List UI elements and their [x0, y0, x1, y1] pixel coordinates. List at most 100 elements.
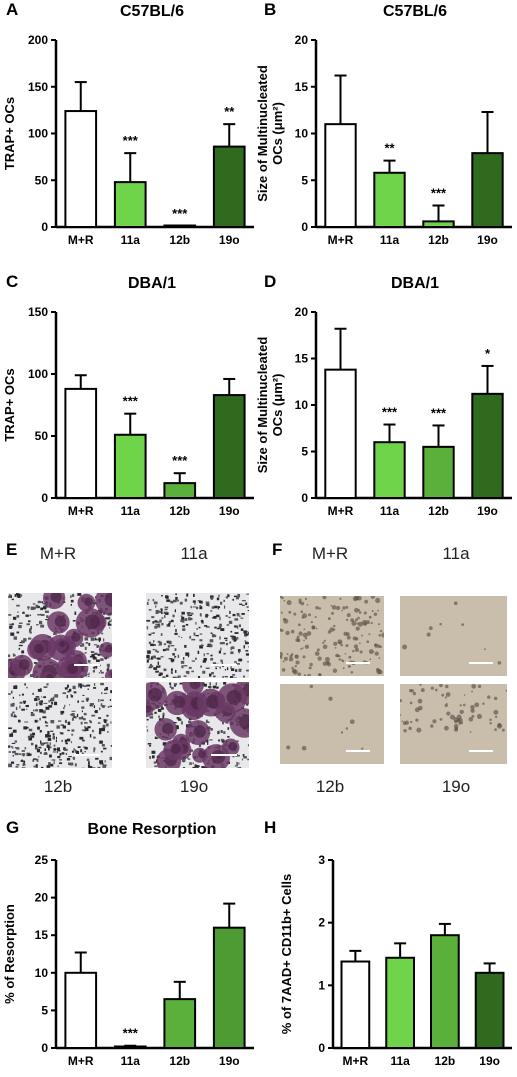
x-tick-label: 19o — [477, 504, 498, 518]
x-tick-label: 19o — [479, 1054, 500, 1068]
x-tick-label: 11a — [121, 233, 141, 247]
panel-label-h: H — [264, 818, 276, 837]
panel-label-b: B — [264, 0, 276, 19]
micrograph-tile-f-12b — [280, 684, 384, 764]
image-caption-e-4: 19o — [180, 777, 208, 796]
micrograph-tile-e-11a — [146, 593, 249, 678]
x-tick-label: 11a — [380, 233, 400, 247]
x-tick-label: M+R — [68, 504, 94, 518]
chart-title: C57BL/6 — [383, 3, 447, 20]
bar-11a — [385, 956, 415, 1049]
bar-mr — [64, 971, 98, 1049]
panel-label-a: A — [6, 0, 18, 19]
bar-12b — [422, 445, 455, 500]
chart-panel-h: H % of 7AAD+ CD11b+ Cells 0 1 2 3 M+R 11a 12b 19o — [264, 818, 512, 1068]
y-axis-label: Size of MultinucleatedOCs (μm²) — [255, 337, 285, 474]
y-tick-label: 200 — [28, 33, 48, 47]
chart-panel-c: C DBA/1 TRAP+ OCs 0 50 100 150 M+R *** 11a *** 12b 1… — [2, 272, 254, 518]
micrograph-tile-f-mr — [280, 596, 384, 676]
x-tick-label: 12b — [428, 504, 449, 518]
y-axis-label: % of Resorption — [2, 904, 17, 1004]
chart-title: DBA/1 — [128, 275, 176, 292]
bar-19o — [212, 394, 246, 499]
y-tick-label: 5 — [301, 445, 308, 459]
micrograph-tile-f-19o — [400, 684, 507, 764]
y-axis-label: TRAP+ OCs — [2, 97, 17, 170]
significance-label: *** — [172, 453, 188, 468]
micrograph-tile-e-19o — [146, 682, 249, 768]
bar-12b — [163, 998, 197, 1049]
image-caption-f-1: M+R — [312, 544, 348, 563]
y-axis-label: Size of MultinucleatedOCs (μm²) — [255, 65, 285, 202]
y-tick-label: 0 — [41, 220, 48, 234]
image-caption-e-1: M+R — [40, 544, 76, 563]
significance-label: *** — [123, 133, 139, 148]
x-tick-label: 19o — [219, 233, 240, 247]
bar-11a — [373, 441, 406, 499]
y-tick-label: 15 — [35, 928, 49, 942]
y-axis-label: % of 7AAD+ CD11b+ Cells — [279, 874, 294, 1034]
significance-label: *** — [431, 185, 447, 200]
panel-label-f: F — [272, 540, 282, 559]
bar-12b — [163, 482, 197, 499]
chart-panel-g: G Bone Resorption % of Resorption 0 5 10 15 20 2… — [2, 818, 254, 1068]
y-tick-label: 0 — [41, 1041, 48, 1055]
significance-label: ** — [384, 141, 395, 156]
chart-panel-b: B C57BL/6 Size of MultinucleatedOCs (μm²) 0… — [255, 0, 512, 247]
y-tick-label: 25 — [35, 853, 49, 867]
y-tick-label: 15 — [295, 80, 309, 94]
bar-12b — [422, 220, 455, 228]
y-tick-label: 150 — [28, 80, 48, 94]
x-tick-label: 11a — [121, 1054, 141, 1068]
x-tick-label: 19o — [219, 1054, 240, 1068]
x-tick-label: 12b — [169, 1054, 190, 1068]
bar-19o — [212, 926, 246, 1049]
x-tick-label: 19o — [219, 504, 240, 518]
bar-11a — [373, 171, 406, 229]
y-tick-label: 10 — [35, 966, 49, 980]
x-tick-label: 12b — [169, 504, 190, 518]
panel-label-d: D — [264, 272, 276, 291]
y-tick-label: 1 — [318, 978, 325, 992]
bar-11a — [113, 433, 147, 499]
x-tick-label: 12b — [169, 233, 190, 247]
micrograph-tile-f-11a — [400, 596, 507, 676]
bar-mr — [340, 960, 371, 1050]
micrograph-panel-e: E M+R 11a 12b 19o — [6, 540, 249, 796]
significance-label: *** — [431, 405, 447, 420]
x-tick-label: 19o — [477, 233, 498, 247]
image-caption-f-2: 11a — [442, 544, 470, 563]
y-tick-label: 20 — [35, 891, 49, 905]
panel-label-g: G — [6, 818, 19, 837]
x-tick-label: 12b — [435, 1054, 456, 1068]
y-tick-label: 10 — [295, 127, 309, 141]
y-axis-label: TRAP+ OCs — [2, 368, 17, 441]
y-tick-label: 20 — [295, 33, 309, 47]
y-tick-label: 5 — [41, 1003, 48, 1017]
chart-title: DBA/1 — [391, 275, 439, 292]
significance-label: ** — [224, 104, 235, 119]
significance-label: *** — [382, 405, 398, 420]
y-tick-label: 150 — [28, 305, 48, 319]
y-tick-label: 2 — [318, 916, 325, 930]
micrograph-tile-e-mr — [8, 593, 112, 678]
significance-label: * — [485, 346, 491, 361]
x-tick-label: M+R — [328, 504, 354, 518]
y-tick-label: 50 — [35, 429, 49, 443]
bar-12b — [163, 224, 197, 228]
chart-panel-d: D DBA/1 Size of MultinucleatedOCs (μm²) 0 5 1… — [255, 272, 512, 518]
bar-mr — [324, 123, 357, 228]
bar-19o — [471, 152, 504, 228]
image-caption-e-2: 11a — [180, 544, 208, 563]
bar-19o — [471, 392, 504, 499]
x-tick-label: M+R — [68, 1054, 94, 1068]
image-caption-e-3: 12b — [44, 777, 72, 796]
y-tick-label: 100 — [28, 127, 48, 141]
y-tick-label: 0 — [41, 491, 48, 505]
bar-11a — [113, 181, 147, 228]
significance-label: *** — [172, 206, 188, 221]
y-tick-label: 3 — [318, 853, 325, 867]
image-caption-f-3: 12b — [316, 777, 344, 796]
y-tick-label: 0 — [301, 220, 308, 234]
y-tick-label: 15 — [295, 352, 309, 366]
